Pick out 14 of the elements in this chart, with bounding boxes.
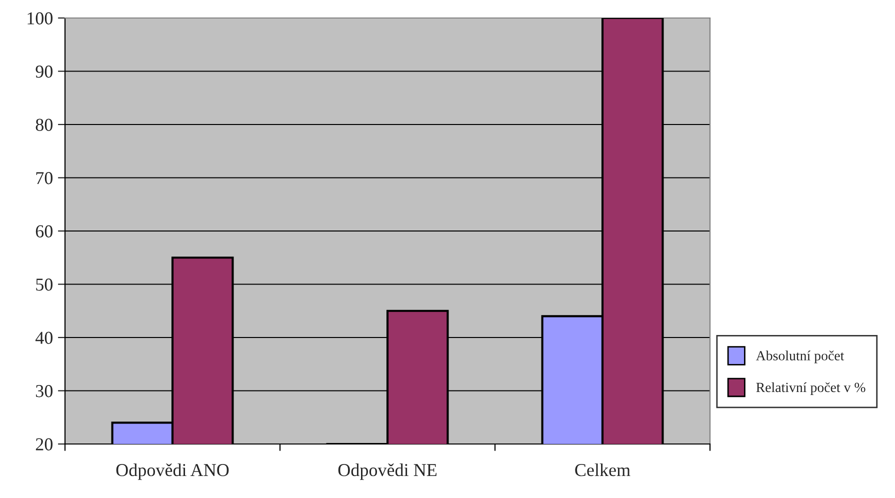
y-tick-label: 20 <box>36 438 53 450</box>
y-tick-label: 60 <box>36 225 53 238</box>
x-tick-label: Odpovědi NE <box>338 463 436 480</box>
y-tick-label: 40 <box>35 332 53 344</box>
y-tick-label: 90 <box>36 66 53 78</box>
x-tick-label: Celkem <box>575 463 630 476</box>
legend-label: Relativní počet v % <box>756 382 866 395</box>
y-tick-label: 50 <box>36 278 53 291</box>
y-tick-label: 70 <box>36 172 53 184</box>
legend-label: Absolutní počet <box>756 350 844 364</box>
y-tick-label: 30 <box>36 385 53 398</box>
y-tick-label: 80 <box>36 118 53 131</box>
y-tick-label: 100 <box>28 12 53 24</box>
x-tick-label: Odpovědi ANO <box>116 463 229 480</box>
